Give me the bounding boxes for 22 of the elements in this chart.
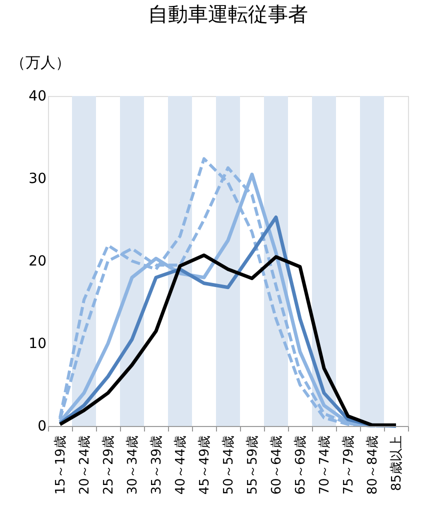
chart-title: 自動車運転従事者 — [148, 2, 308, 26]
x-tick-label: 75～79歳 — [342, 436, 356, 495]
x-tick-label: 55～59歳 — [246, 436, 260, 495]
x-tick-label: 65～69歳 — [294, 436, 308, 495]
x-tick-label: 80～84歳 — [366, 436, 380, 495]
y-axis-title: （万人） — [10, 54, 70, 72]
x-tick-label: 15～19歳 — [54, 436, 68, 495]
x-tick-label: 50～54歳 — [222, 436, 236, 495]
x-tick-label: 85歳以上 — [390, 436, 404, 492]
x-tick-label: 70～74歳 — [318, 436, 332, 495]
x-tick-label: 45～49歳 — [198, 436, 212, 495]
y-tick-label: 40 — [28, 88, 46, 104]
y-tick-label: 10 — [28, 336, 46, 352]
x-tick-label: 40～44歳 — [174, 436, 188, 495]
x-tick-label: 35～39歳 — [150, 436, 164, 495]
y-tick-label: 20 — [28, 254, 46, 270]
x-tick-label: 25～29歳 — [102, 436, 116, 495]
y-tick-label: 30 — [28, 171, 46, 187]
x-tick-label: 20～24歳 — [78, 436, 92, 495]
x-tick-label: 60～64歳 — [270, 436, 284, 495]
y-tick-label: 0 — [38, 418, 46, 434]
x-tick-label: 30～34歳 — [126, 436, 140, 495]
